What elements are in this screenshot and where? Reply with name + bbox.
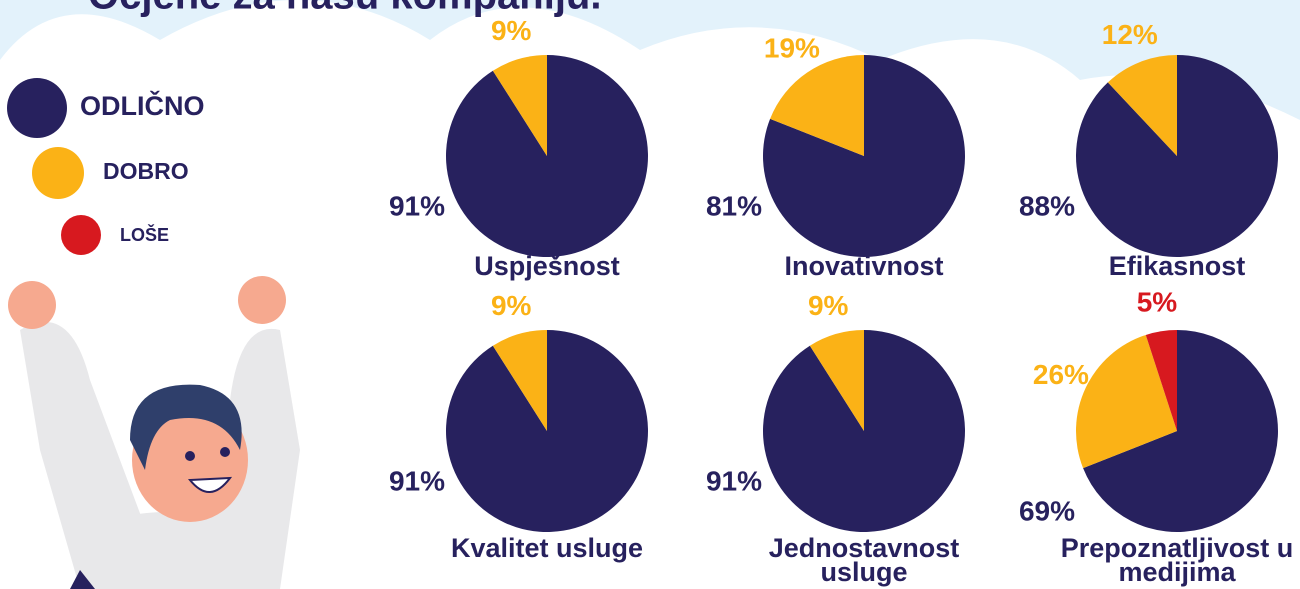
pie-title: Inovativnost — [744, 254, 984, 278]
value-label: 9% — [491, 290, 532, 321]
value-label: 91% — [706, 465, 762, 496]
value-label: 19% — [764, 32, 820, 63]
legend-swatch — [61, 215, 101, 255]
value-label: 26% — [1033, 359, 1089, 390]
legend-label: ODLIČNO — [80, 90, 205, 121]
chart-canvas: Ocjene za našu kompaniju. ODLIČNO DOBRO … — [0, 0, 1300, 589]
legend-label: DOBRO — [103, 158, 189, 184]
value-label: 5% — [1137, 287, 1178, 318]
pie-title: Uspješnost — [427, 254, 667, 278]
value-label: 69% — [1019, 495, 1075, 526]
pie-title: Jednostavnost usluge — [744, 536, 984, 584]
value-label: 91% — [389, 465, 445, 496]
value-label: 12% — [1102, 19, 1158, 50]
infographic: Ocjene za našu kompaniju. ODLIČNO DOBRO … — [0, 0, 1300, 589]
value-label: 9% — [808, 290, 849, 321]
pie-title: Prepoznatljivost u medijima — [1057, 536, 1297, 584]
value-label: 91% — [389, 190, 445, 221]
value-label: 88% — [1019, 190, 1075, 221]
pie-title: Efikasnost — [1057, 254, 1297, 278]
legend-swatch — [7, 78, 67, 138]
legend-swatch — [32, 147, 84, 199]
pie-title: Kvalitet usluge — [427, 536, 667, 560]
value-label: 9% — [491, 15, 532, 46]
legend-label: LOŠE — [120, 224, 169, 245]
value-label: 81% — [706, 190, 762, 221]
